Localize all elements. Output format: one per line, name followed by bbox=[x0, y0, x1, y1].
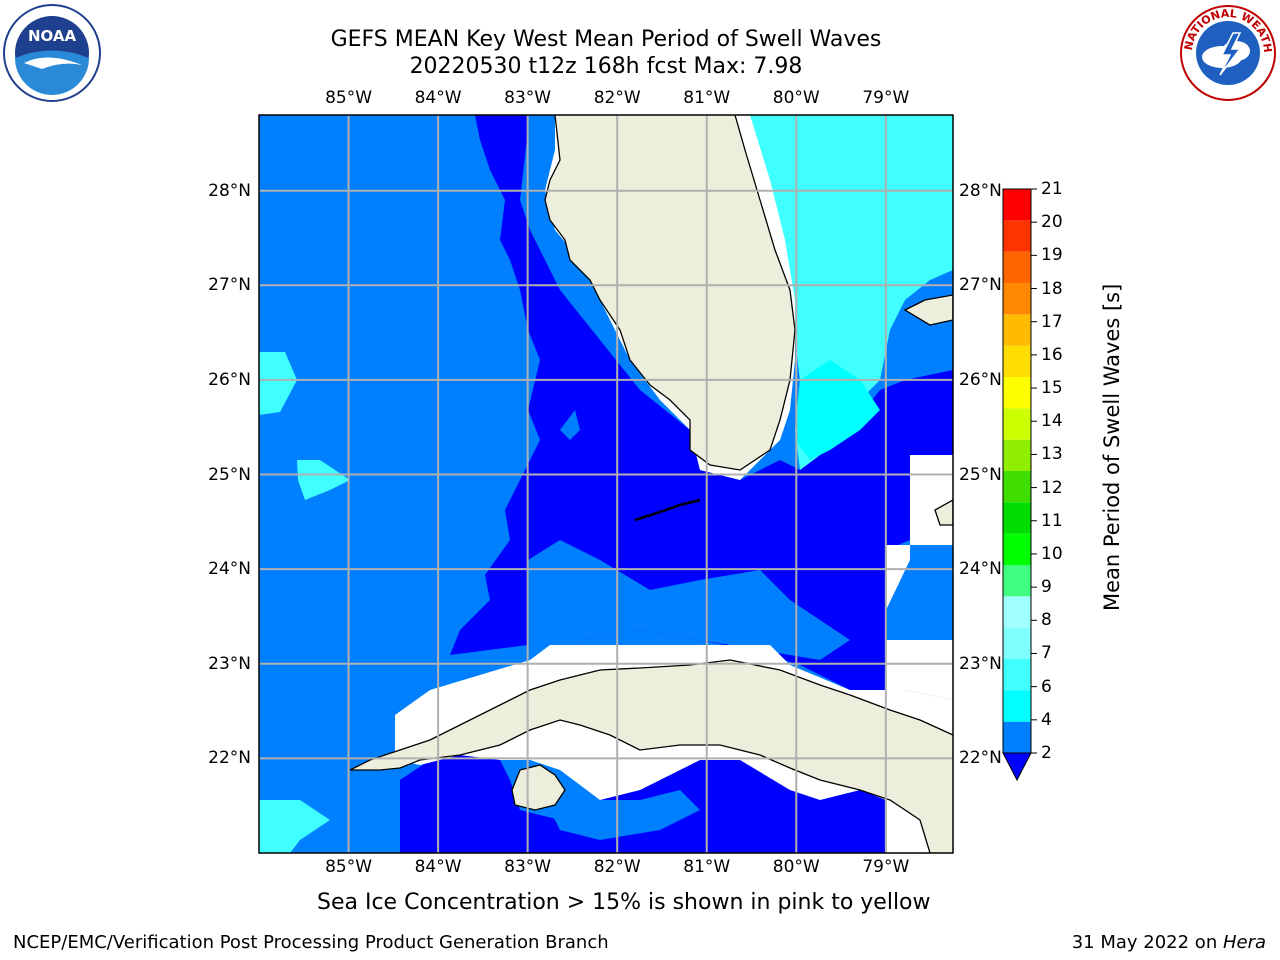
lon-tick-label: 83°W bbox=[504, 88, 552, 108]
lat-tick-label: 22°N bbox=[959, 748, 1002, 769]
colorbar-label: Mean Period of Swell Waves [s] bbox=[1100, 283, 1124, 611]
lon-tick-label: 80°W bbox=[772, 857, 820, 877]
lat-tick-label: 26°N bbox=[959, 369, 1002, 390]
swell-6to8-atlantic bbox=[795, 360, 880, 460]
lon-tick-label: 79°W bbox=[862, 857, 910, 877]
colorbar-tick-label: 18 bbox=[1041, 278, 1063, 299]
colorbar-tick-label: 21 bbox=[1041, 179, 1063, 199]
colorbar-box bbox=[1003, 220, 1031, 252]
colorbar-tick-label: 15 bbox=[1041, 378, 1063, 399]
colorbar-tick-label: 17 bbox=[1041, 311, 1063, 332]
coastline-bahamas-1 bbox=[903, 294, 953, 326]
colorbar-tick-label: 10 bbox=[1041, 543, 1063, 564]
swell-4to6-west-3 bbox=[259, 800, 330, 853]
noaa-logo-text: NOAA bbox=[28, 27, 77, 45]
lat-tick-label: 28°N bbox=[208, 180, 251, 201]
lat-tick-label: 23°N bbox=[208, 653, 251, 674]
colorbar-box bbox=[1003, 283, 1031, 315]
colorbar-tick-label: 12 bbox=[1041, 477, 1063, 498]
colorbar-box bbox=[1003, 471, 1031, 503]
land-florida-keys bbox=[634, 498, 701, 522]
swell-4to6-west-1 bbox=[259, 352, 297, 415]
lon-tick-label: 82°W bbox=[593, 857, 641, 877]
colorbar-box bbox=[1003, 439, 1031, 471]
colorbar-box bbox=[1003, 345, 1031, 377]
colorbar-box bbox=[1003, 596, 1031, 628]
nws-logo: NATIONAL WEATHER SERVICE bbox=[1174, 0, 1278, 103]
lon-tick-label: 81°W bbox=[683, 857, 731, 877]
swell-2to4-south bbox=[540, 780, 700, 840]
lat-tick-label: 25°N bbox=[208, 464, 251, 485]
footer-date-text: 31 May 2022 on bbox=[1071, 932, 1223, 953]
colorbar-box bbox=[1003, 251, 1031, 283]
land-florida bbox=[545, 115, 795, 470]
colorbar-box bbox=[1003, 533, 1031, 565]
lon-tick-label: 84°W bbox=[414, 88, 462, 108]
lat-tick-label: 26°N bbox=[208, 369, 251, 390]
colorbar-box bbox=[1003, 565, 1031, 597]
colorbar-outline bbox=[1002, 188, 1032, 754]
lat-tick-label: 23°N bbox=[959, 653, 1002, 674]
colorbar-tick-label: 19 bbox=[1041, 245, 1063, 266]
colorbar-box bbox=[1003, 502, 1031, 534]
chart-subtitle: 20220530 t12z 168h fcst Max: 7.98 bbox=[409, 54, 803, 79]
colorbar-tick-label: 6 bbox=[1041, 676, 1052, 697]
colorbar-tick-label: 9 bbox=[1041, 577, 1052, 598]
colorbar-tick-label: 11 bbox=[1041, 510, 1063, 531]
lat-tick-label: 27°N bbox=[208, 275, 251, 296]
map-frame bbox=[258, 114, 954, 854]
coastline-cuba bbox=[349, 659, 953, 771]
chart-title: GEFS MEAN Key West Mean Period of Swell … bbox=[330, 27, 882, 52]
swell-2to4-patch bbox=[560, 410, 580, 440]
land-bahamas-1 bbox=[905, 295, 953, 325]
colorbar-box bbox=[1003, 659, 1031, 691]
colorbar-box bbox=[1003, 377, 1031, 409]
colorbar-box bbox=[1003, 189, 1031, 221]
lat-tick-label: 27°N bbox=[959, 275, 1002, 296]
lon-tick-label: 85°W bbox=[325, 88, 373, 108]
colorbar-under-extension bbox=[1002, 752, 1032, 782]
colorbar-box bbox=[1003, 721, 1031, 753]
land-bahamas-2 bbox=[935, 500, 953, 525]
lat-tick-label: 22°N bbox=[208, 748, 251, 769]
coastline-florida bbox=[544, 115, 796, 471]
lat-tick-label: 24°N bbox=[959, 559, 1002, 580]
colorbar-tick-label: 8 bbox=[1041, 610, 1052, 631]
sea-ice-caption: Sea Ice Concentration > 15% is shown in … bbox=[317, 890, 931, 915]
colorbar-box bbox=[1003, 627, 1031, 659]
colorbar-tick-label: 7 bbox=[1041, 643, 1052, 664]
colorbar-tick-label: 14 bbox=[1041, 411, 1063, 432]
lat-tick-label: 25°N bbox=[959, 464, 1002, 485]
lon-tick-label: 85°W bbox=[325, 857, 373, 877]
lon-tick-label: 79°W bbox=[862, 88, 910, 108]
lon-tick-label: 83°W bbox=[504, 857, 552, 877]
lat-tick-label: 28°N bbox=[959, 180, 1002, 201]
land-cuba bbox=[350, 660, 953, 853]
lon-tick-label: 84°W bbox=[414, 857, 462, 877]
graticule bbox=[259, 115, 953, 853]
colorbar-tick-label: 13 bbox=[1041, 444, 1063, 465]
lat-tick-label: 24°N bbox=[208, 559, 251, 580]
swell-4to6-west-2 bbox=[297, 460, 350, 500]
footer-branch: NCEP/EMC/Verification Post Processing Pr… bbox=[13, 932, 609, 953]
colorbar-box bbox=[1003, 690, 1031, 722]
colorbar-box bbox=[1003, 314, 1031, 346]
colorbar-tick-label: 4 bbox=[1041, 709, 1052, 730]
footer-date: 31 May 2022 on Hera bbox=[1072, 932, 1266, 953]
colorbar-box bbox=[1003, 408, 1031, 440]
lon-tick-label: 82°W bbox=[593, 88, 641, 108]
footer-machine: Hera bbox=[1222, 932, 1266, 953]
missing-east bbox=[886, 455, 953, 700]
colorbar-tick-label: 16 bbox=[1041, 344, 1063, 365]
land-isla-juventud bbox=[512, 765, 565, 810]
noaa-logo: NOAA bbox=[2, 3, 102, 103]
colorbar-tick-label: 20 bbox=[1041, 212, 1063, 233]
lon-tick-label: 81°W bbox=[683, 88, 731, 108]
colorbar-tick-label: 2 bbox=[1041, 743, 1052, 763]
coastline-bahamas-2 bbox=[934, 499, 953, 526]
lon-tick-label: 80°W bbox=[772, 88, 820, 108]
